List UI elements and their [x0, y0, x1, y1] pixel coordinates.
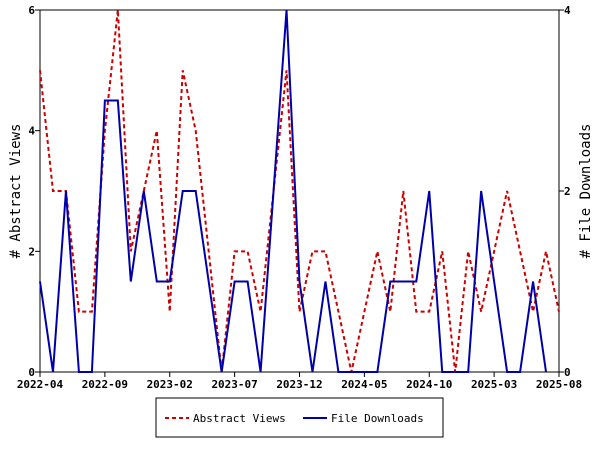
left-y-axis: 0 2 4 6 [28, 4, 40, 379]
left-y-tick-label: 2 [28, 245, 35, 258]
x-tick-label: 2024-05 [341, 378, 387, 391]
legend-box [155, 397, 444, 438]
series-line-file-downloads [39, 9, 548, 373]
x-tick-label: 2023-02 [147, 378, 193, 391]
x-tick-label: 2022-04 [17, 378, 64, 391]
right-y-tick-label: 0 [564, 366, 571, 379]
x-tick-label: 2024-10 [406, 378, 452, 391]
x-tick-label: 2022-09 [82, 378, 128, 391]
legend-label-abstract-views: Abstract Views [193, 412, 286, 425]
x-tick-label: 2023-12 [276, 378, 322, 391]
right-y-tick-label: 4 [564, 4, 571, 17]
right-y-axis-title: # File Downloads [578, 124, 594, 259]
legend-label-file-downloads: File Downloads [331, 412, 424, 425]
series-layer [39, 9, 560, 373]
left-y-tick-label: 0 [28, 366, 35, 379]
x-tick-label: 2025-03 [471, 378, 517, 391]
x-tick-label: 2025-08 [536, 378, 582, 391]
x-tick-label: 2023-07 [211, 378, 257, 391]
left-y-tick-label: 6 [28, 4, 35, 17]
legend: Abstract Views File Downloads [155, 397, 444, 438]
left-y-axis-title: # Abstract Views [8, 124, 24, 259]
right-y-axis: 0 2 4 [559, 4, 571, 379]
x-axis: 2022-04 2022-09 2023-02 2023-07 2023-12 2024-… [17, 372, 582, 391]
right-y-tick-label: 2 [564, 185, 571, 198]
left-y-tick-label: 4 [28, 125, 35, 138]
